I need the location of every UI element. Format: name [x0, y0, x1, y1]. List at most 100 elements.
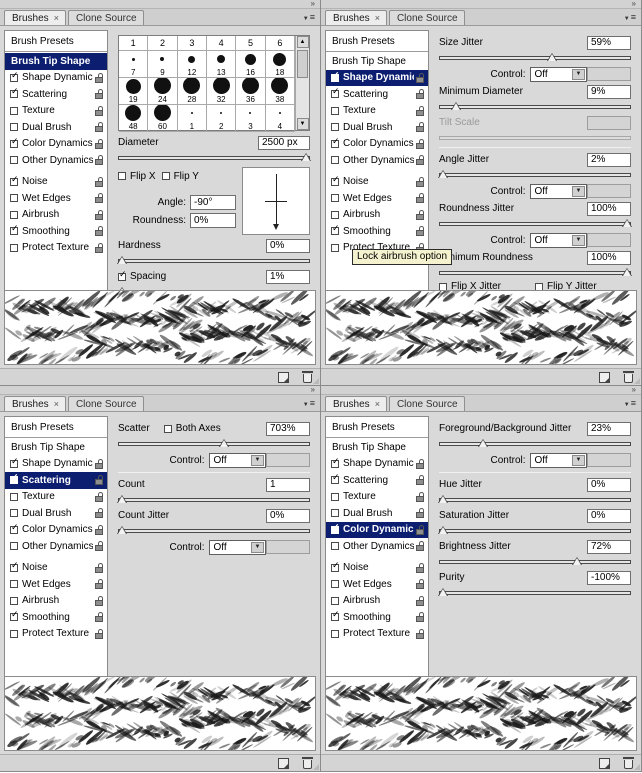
sidebar-item-dual-brush[interactable]: Dual Brush — [326, 505, 428, 522]
sidebar-item-brush-tip-shape[interactable]: Brush Tip Shape — [326, 439, 428, 456]
sidebar-item-brush-tip-shape[interactable]: Brush Tip Shape — [5, 439, 107, 456]
lock-icon[interactable] — [416, 579, 425, 590]
sidebar-item-scattering[interactable]: ✓ Scattering — [5, 472, 107, 489]
checkbox-protect-texture[interactable] — [331, 243, 339, 252]
sidebar-header-brush-presets[interactable]: Brush Presets — [5, 31, 107, 52]
control-value-box[interactable] — [266, 453, 311, 467]
checkbox-protect-texture[interactable] — [10, 629, 18, 638]
checkbox-protect-texture[interactable] — [10, 243, 18, 252]
lock-icon[interactable] — [95, 612, 104, 623]
checkbox-texture[interactable] — [10, 106, 18, 115]
sidebar-item-scattering[interactable]: ✓ Scattering — [326, 86, 428, 103]
sidebar-item-protect-texture[interactable]: Protect Texture — [5, 240, 107, 257]
sidebar-item-other-dynamics[interactable]: Other Dynamics — [5, 538, 107, 555]
slider-thumb[interactable] — [547, 53, 558, 62]
checkbox-shape-dynamics[interactable]: ✓ — [331, 70, 340, 82]
tab-clone-source[interactable]: Clone Source — [67, 396, 144, 411]
brush-tip-scrollbar[interactable]: ▲ ▼ — [295, 36, 309, 130]
sidebar-item-smoothing[interactable]: ✓ Smoothing — [5, 609, 107, 626]
slider-minimum-roundness[interactable] — [439, 267, 633, 278]
brush-tip-cell[interactable]: 16 — [236, 51, 266, 78]
sidebar-item-protect-texture[interactable]: Protect Texture — [5, 626, 107, 643]
sidebar-item-color-dynamics[interactable]: ✓ Color Dynamics — [5, 136, 107, 153]
chevron-down-icon[interactable]: ▼ — [572, 234, 586, 246]
chevron-down-icon[interactable]: ▼ — [251, 454, 265, 466]
slider-roundness-jitter[interactable] — [439, 218, 633, 229]
tab-clone-source[interactable]: Clone Source — [67, 10, 144, 25]
lock-icon[interactable] — [95, 508, 104, 519]
delete-brush-icon[interactable] — [302, 370, 313, 383]
brush-tip-cell[interactable]: 48 — [119, 105, 149, 132]
slider-size-jitter[interactable] — [439, 52, 631, 63]
brush-tip-cell[interactable]: 2 — [207, 105, 237, 132]
option-value-field[interactable]: 72% — [587, 539, 631, 554]
scrollbar-thumb[interactable] — [297, 50, 308, 78]
checkbox-noise[interactable]: ✓ — [10, 174, 19, 186]
brush-tip-cell[interactable]: 28 — [177, 78, 207, 105]
lock-icon[interactable] — [416, 122, 425, 133]
checkbox-dual-brush[interactable] — [331, 509, 339, 518]
tab-clone-source[interactable]: Clone Source — [388, 396, 465, 411]
slider-thumb[interactable] — [301, 153, 312, 162]
lock-icon[interactable] — [95, 491, 104, 502]
slider-thumb[interactable] — [437, 588, 448, 597]
checkbox-airbrush[interactable] — [10, 596, 18, 605]
checkbox-scattering[interactable]: ✓ — [331, 87, 340, 99]
sidebar-item-texture[interactable]: Texture — [326, 103, 428, 120]
option-value-field[interactable]: 0% — [266, 508, 310, 523]
lock-icon[interactable] — [416, 475, 425, 486]
checkbox-color-dynamics[interactable]: ✓ — [10, 522, 19, 534]
brush-tip-cell[interactable]: 24 — [148, 78, 178, 105]
brush-tip-cell[interactable]: 19 — [119, 78, 149, 105]
option-value-field[interactable]: 2% — [587, 152, 631, 167]
checkbox-other-dynamics[interactable] — [10, 542, 18, 551]
checkbox-dual-brush[interactable] — [10, 123, 18, 132]
lock-icon[interactable] — [95, 242, 104, 253]
angle-value-field[interactable]: -90° — [190, 195, 236, 210]
checkbox-texture[interactable] — [331, 106, 339, 115]
checkbox-texture[interactable] — [10, 492, 18, 501]
slider-scatter[interactable] — [118, 438, 310, 449]
sidebar-item-wet-edges[interactable]: Wet Edges — [5, 576, 107, 593]
sidebar-item-noise[interactable]: ✓ Noise — [5, 560, 107, 577]
tab-brushes[interactable]: Brushes × — [325, 396, 387, 411]
tab-brushes[interactable]: Brushes × — [4, 10, 66, 25]
sidebar-item-noise[interactable]: ✓ Noise — [5, 174, 107, 191]
checkbox-other-dynamics[interactable] — [10, 156, 18, 165]
roundness-value-field[interactable]: 0% — [190, 213, 236, 228]
slider-thumb[interactable] — [622, 219, 633, 228]
lock-icon[interactable] — [416, 491, 425, 502]
new-brush-icon[interactable] — [278, 757, 289, 769]
brush-tip-cell[interactable]: 32 — [207, 78, 237, 105]
slider-angle-jitter[interactable] — [437, 169, 631, 180]
panel-menu-button[interactable]: ▼≡ — [624, 399, 636, 410]
slider-count[interactable] — [116, 494, 310, 505]
hardness-value-field[interactable]: 0% — [266, 238, 310, 253]
checkbox-smoothing[interactable]: ✓ — [10, 224, 19, 236]
brush-tip-grid[interactable]: 1 2 3 4 5 6 7 9 12 13 16 18 19 24 28 32 36 38 48 60 1 2 3 4 — [119, 36, 295, 132]
sidebar-item-color-dynamics[interactable]: ✓ Color Dynamics — [326, 136, 428, 153]
checkbox-smoothing[interactable]: ✓ — [10, 610, 19, 622]
chevron-down-icon[interactable]: ▼ — [251, 541, 265, 553]
new-brush-icon[interactable] — [599, 757, 610, 769]
sidebar-item-other-dynamics[interactable]: Other Dynamics — [326, 538, 428, 555]
slider-thumb[interactable] — [622, 268, 633, 277]
sidebar-item-texture[interactable]: Texture — [5, 103, 107, 120]
checkbox-flip-x[interactable] — [118, 172, 126, 180]
sidebar-item-other-dynamics[interactable]: Other Dynamics — [326, 152, 428, 169]
control-select[interactable]: Off ▼ — [529, 232, 588, 248]
resize-grip[interactable] — [634, 378, 640, 384]
checkbox-noise[interactable]: ✓ — [331, 560, 340, 572]
brush-tip-cell[interactable]: 7 — [119, 51, 149, 78]
checkbox-shape-dynamics[interactable]: ✓ — [331, 456, 340, 468]
brush-tip-cell[interactable]: 13 — [207, 51, 237, 78]
control-value-box[interactable] — [587, 233, 632, 247]
checkbox-color-dynamics[interactable]: ✓ — [331, 136, 340, 148]
both-axes-group[interactable]: Both Axes — [163, 423, 221, 434]
option-value-field[interactable]: 23% — [587, 421, 631, 436]
slider-thumb[interactable] — [437, 526, 448, 535]
lock-icon[interactable] — [95, 628, 104, 639]
option-value-field[interactable]: 0% — [587, 508, 631, 523]
flip-x-group[interactable]: Flip X — [118, 171, 156, 182]
lock-icon[interactable] — [95, 122, 104, 133]
